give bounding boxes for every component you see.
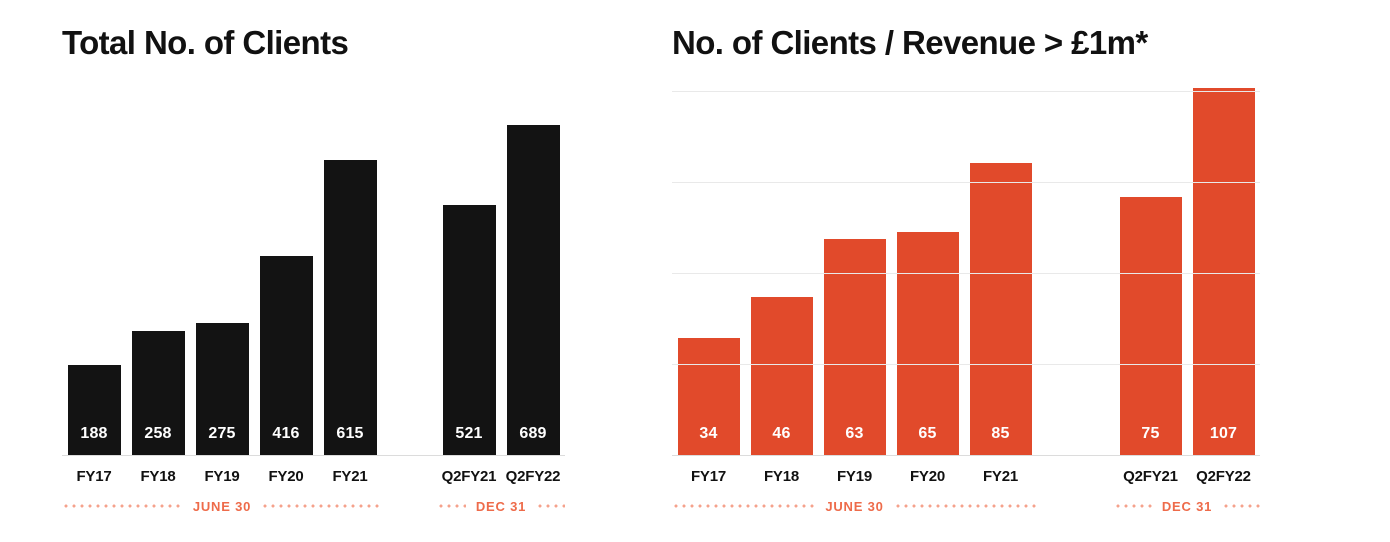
dotted-leader <box>672 504 816 508</box>
bar-value-label: 416 <box>272 425 300 442</box>
dotted-leader <box>536 504 566 508</box>
bar-cell: 275 <box>190 323 254 455</box>
bar-cell: 258 <box>126 331 190 455</box>
bar-cell: 521 <box>437 205 501 455</box>
bar-cell: 615 <box>318 160 382 455</box>
period-label: DEC 31 <box>475 498 527 514</box>
bar-fy18: 258 <box>131 331 185 455</box>
bar-cell: 188 <box>62 365 126 455</box>
chart-title-clients-revenue-1m: No. of Clients / Revenue > £1m* <box>672 24 1148 61</box>
period-label: DEC 31 <box>1161 498 1213 514</box>
dotted-leader <box>437 504 466 508</box>
chart-clients-revenue-1m: No. of Clients / Revenue > £1m* 34 46 63 65… <box>672 24 1261 514</box>
bar-cell: 85 <box>964 163 1037 455</box>
bar-value-label: 188 <box>80 425 108 442</box>
axis-tick-label: Q2FY22 <box>1196 468 1251 485</box>
period-annotation: JUNE 30 <box>62 498 383 514</box>
axis-tick-label: Q2FY22 <box>505 468 561 485</box>
axis-tick-label: FY19 <box>204 468 240 485</box>
bar-value-label: 107 <box>1209 425 1238 442</box>
chart-plot-total-clients: 188 258 275 416 615 FY17 FY18 FY19 FY20 FY21 JUNE … <box>62 91 566 514</box>
bar-group: 75 107 Q2FY21 Q2FY22 DEC 31 <box>1114 88 1261 514</box>
bar-value-label: 615 <box>336 425 364 442</box>
axis-tick-label: FY17 <box>690 468 727 485</box>
axis-ticks-row: FY17 FY18 FY19 FY20 FY21 <box>672 455 1037 485</box>
chart-plot-clients-revenue-1m: 34 46 63 65 85 FY17 FY18 FY19 FY20 FY21 JUNE 30 75 1… <box>672 88 1261 514</box>
bar-fy17: 188 <box>67 365 121 455</box>
bar-cell: 46 <box>745 297 818 455</box>
axis-tick-label: FY20 <box>909 468 946 485</box>
bar-q2fy21: 75 <box>1119 197 1182 455</box>
bar-value-label: 34 <box>699 425 718 442</box>
dotted-leader <box>62 504 183 508</box>
chart-title-total-clients: Total No. of Clients <box>62 24 349 61</box>
bar-value-label: 75 <box>1141 425 1160 442</box>
bar-fy20: 416 <box>259 256 313 455</box>
bar-q2fy21: 521 <box>442 205 496 455</box>
bar-fy18: 46 <box>750 297 813 455</box>
bar-cell: 689 <box>501 125 565 455</box>
bar-fy21: 85 <box>969 163 1032 455</box>
bar-q2fy22: 107 <box>1192 88 1255 455</box>
bars-row: 75 107 <box>1114 88 1260 455</box>
bar-value-label: 46 <box>772 425 791 442</box>
dotted-leader <box>1222 504 1261 508</box>
bar-fy20: 65 <box>896 232 959 455</box>
axis-tick-label: FY21 <box>982 468 1019 485</box>
period-annotation: DEC 31 <box>437 498 566 514</box>
chart-total-clients: Total No. of Clients 188 258 275 416 615 FY17… <box>62 24 566 514</box>
bars-row: 521 689 <box>437 91 565 455</box>
period-annotation: DEC 31 <box>1114 498 1261 514</box>
period-label: JUNE 30 <box>192 498 252 514</box>
period-label: JUNE 30 <box>825 498 884 514</box>
bar-cell: 63 <box>818 239 891 455</box>
bar-value-label: 521 <box>455 425 483 442</box>
bars-row: 188 258 275 416 615 <box>62 91 382 455</box>
axis-ticks-row: Q2FY21 Q2FY22 <box>1114 455 1260 485</box>
axis-tick-label: FY18 <box>140 468 176 485</box>
x-axis-baseline <box>62 455 565 456</box>
axis-tick-label: FY21 <box>332 468 368 485</box>
bars-row: 34 46 63 65 85 <box>672 91 1037 455</box>
bar-cell: 75 <box>1114 197 1187 455</box>
axis-tick-label: Q2FY21 <box>1123 468 1178 485</box>
bar-group: 521 689 Q2FY21 Q2FY22 DEC 31 <box>437 91 566 514</box>
bar-cell: 65 <box>891 232 964 455</box>
axis-tick-label: FY17 <box>76 468 112 485</box>
period-annotation: JUNE 30 <box>672 498 1038 514</box>
bar-value-label: 275 <box>208 425 236 442</box>
bar-cell: 107 <box>1187 88 1260 455</box>
dotted-leader <box>1114 504 1152 508</box>
dotted-leader <box>893 504 1038 508</box>
bar-fy19: 275 <box>195 323 249 455</box>
bar-value-label: 258 <box>144 425 172 442</box>
bar-cell: 34 <box>672 338 745 455</box>
bar-fy21: 615 <box>323 160 377 455</box>
axis-ticks-row: FY17 FY18 FY19 FY20 FY21 <box>62 455 382 485</box>
bar-value-label: 65 <box>918 425 937 442</box>
bar-group: 34 46 63 65 85 FY17 FY18 FY19 FY20 FY21 JUNE 30 <box>672 91 1038 514</box>
bar-q2fy22: 689 <box>506 125 560 455</box>
bar-group: 188 258 275 416 615 FY17 FY18 FY19 FY20 FY21 JUNE … <box>62 91 383 514</box>
axis-tick-label: FY19 <box>836 468 873 485</box>
dotted-leader <box>261 504 383 508</box>
axis-tick-label: Q2FY21 <box>441 468 497 485</box>
bar-value-label: 85 <box>991 425 1010 442</box>
axis-tick-label: FY18 <box>763 468 800 485</box>
bar-cell: 416 <box>254 256 318 455</box>
bar-fy17: 34 <box>677 338 740 455</box>
axis-tick-label: FY20 <box>268 468 304 485</box>
bar-value-label: 689 <box>519 425 547 442</box>
bar-fy19: 63 <box>823 239 886 455</box>
bar-value-label: 63 <box>845 425 864 442</box>
x-axis-baseline <box>672 455 1260 456</box>
axis-ticks-row: Q2FY21 Q2FY22 <box>437 455 565 485</box>
